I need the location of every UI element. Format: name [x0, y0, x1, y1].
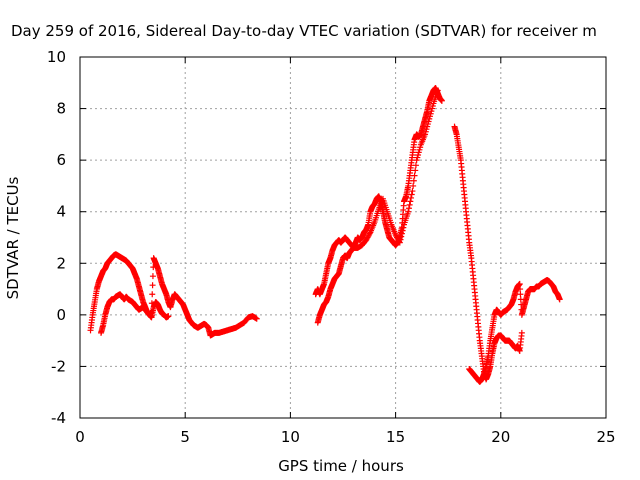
- y-tick-label: -2: [51, 357, 66, 375]
- data-point: [517, 296, 524, 303]
- data-point: [366, 230, 373, 237]
- x-tick-label: 10: [281, 428, 300, 446]
- plot-area-frame: [79, 56, 607, 419]
- data-point: [396, 239, 403, 246]
- data-point: [517, 291, 524, 298]
- y-tick-label: -4: [51, 409, 66, 427]
- data-point: [149, 282, 156, 289]
- data-point: [405, 205, 412, 212]
- data-point: [149, 273, 156, 280]
- y-tick-labels: -4 -2 0 2 4 6 8 10: [47, 48, 66, 427]
- series-track-3: [314, 84, 445, 326]
- series-track-2: [98, 255, 260, 339]
- data-point: [408, 194, 415, 201]
- data-point: [411, 172, 418, 179]
- y-tick-label: 8: [56, 100, 66, 118]
- data-point: [516, 280, 523, 287]
- x-tick-label: 5: [180, 428, 190, 446]
- data-point: [398, 233, 405, 240]
- y-tick-label: 10: [47, 48, 66, 66]
- chart-title: Day 259 of 2016, Sidereal Day-to-day VTE…: [11, 22, 597, 40]
- x-axis-label: GPS time / hours: [278, 457, 404, 475]
- data-point: [149, 291, 156, 298]
- data-point: [397, 236, 404, 243]
- data-point: [410, 182, 417, 189]
- x-tick-label: 25: [596, 428, 615, 446]
- data-points: [87, 84, 563, 385]
- data-point: [434, 87, 441, 94]
- series-track-5: [451, 123, 525, 383]
- x-tick-labels: 0 5 10 15 20 25: [75, 428, 615, 446]
- data-point: [400, 224, 407, 231]
- series-track-6: [466, 277, 563, 385]
- data-point: [406, 201, 413, 208]
- series-track-4: [312, 87, 441, 298]
- data-point: [517, 286, 524, 293]
- x-tick-label: 15: [386, 428, 405, 446]
- series-track-1: [87, 251, 172, 334]
- data-point: [148, 309, 155, 316]
- y-tick-label: 2: [56, 254, 66, 272]
- x-tick-label: 0: [75, 428, 85, 446]
- y-axis-label: SDTVAR / TECUs: [4, 176, 22, 299]
- data-point: [556, 296, 563, 303]
- data-point: [518, 329, 525, 336]
- data-point: [148, 300, 155, 307]
- y-tick-label: 0: [56, 306, 66, 324]
- data-point: [398, 230, 405, 237]
- data-point: [408, 191, 415, 198]
- x-tick-label: 20: [491, 428, 510, 446]
- data-point: [405, 208, 412, 215]
- data-point: [412, 162, 419, 169]
- y-tick-label: 6: [56, 151, 66, 169]
- data-point: [409, 188, 416, 195]
- data-point: [438, 97, 445, 104]
- data-point: [412, 167, 419, 174]
- data-point: [165, 313, 172, 320]
- data-point: [410, 177, 417, 184]
- data-point: [253, 315, 260, 322]
- data-point: [399, 227, 406, 234]
- data-point: [407, 198, 414, 205]
- y-tick-label: 4: [56, 203, 66, 221]
